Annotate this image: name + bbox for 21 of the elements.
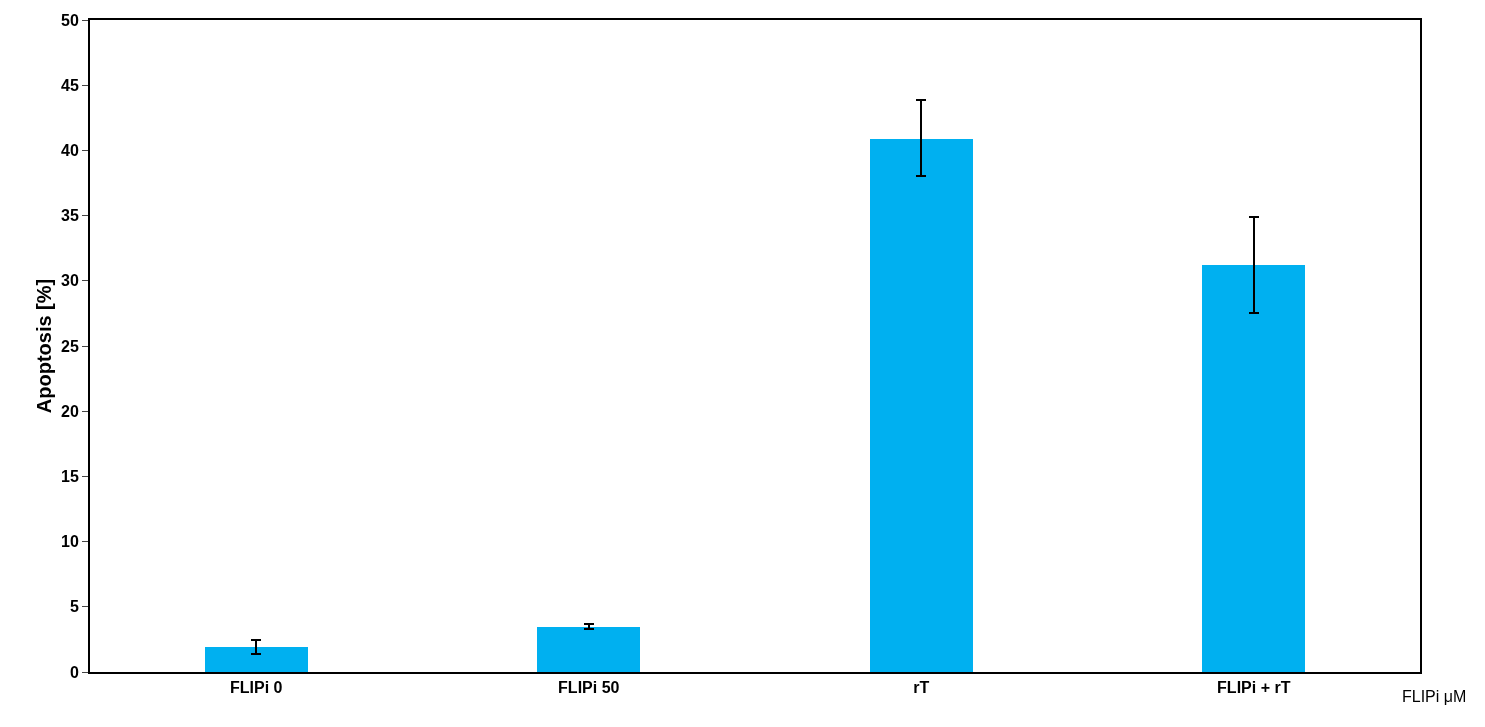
- y-tick-label: 5: [69, 598, 79, 616]
- x-tick-label: rT: [913, 679, 930, 697]
- y-axis-title: Apoptosis [%]: [33, 278, 55, 414]
- y-tick-label: 0: [69, 663, 79, 681]
- text: FLIPi μM: [1402, 688, 1467, 705]
- bar: [870, 139, 973, 672]
- y-tick-label: 50: [61, 11, 79, 29]
- x-tick-label: FLIPi + rT: [1217, 679, 1291, 697]
- x-tick-label: FLIPi 0: [230, 679, 283, 697]
- bar: [205, 647, 308, 672]
- bar: [537, 627, 640, 672]
- y-tick-label: 10: [61, 533, 79, 551]
- y-tick-label: 30: [61, 272, 79, 290]
- y-tick-label: 25: [61, 337, 79, 355]
- y-tick-label: 45: [61, 76, 79, 94]
- y-tick-label: 15: [61, 468, 79, 485]
- x-tick-label: FLIPi 50: [558, 679, 620, 697]
- bar: [1202, 265, 1305, 672]
- y-tick-label: 40: [61, 142, 79, 159]
- y-tick-label: 20: [61, 402, 79, 420]
- y-tick-label: 35: [61, 207, 79, 225]
